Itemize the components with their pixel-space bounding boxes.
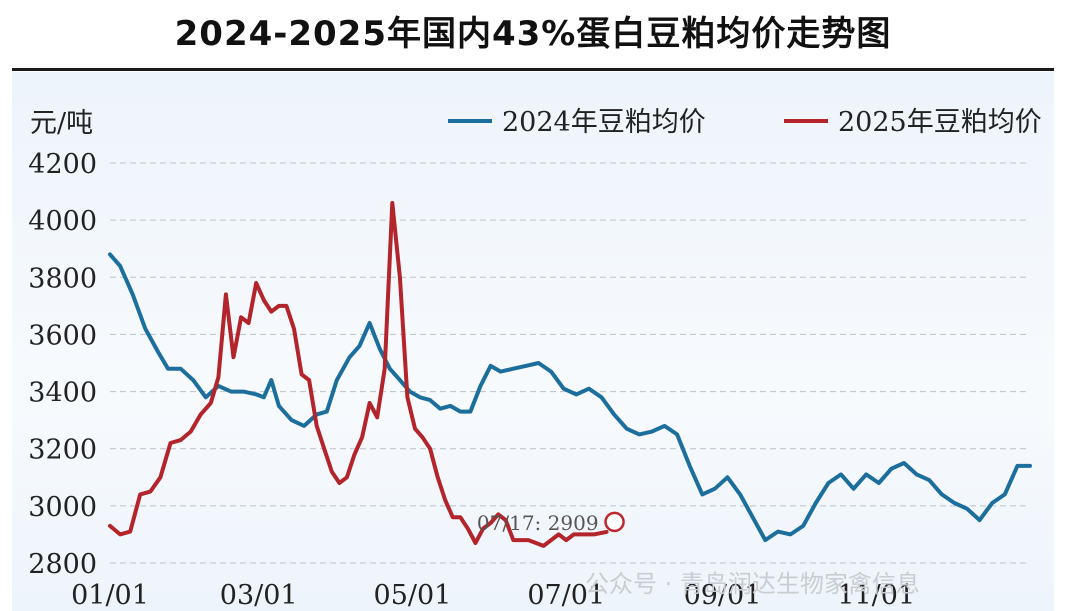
annotation-marker	[604, 511, 625, 533]
y-tick-label: 3000	[28, 492, 97, 523]
series-line-1	[108, 252, 1032, 543]
y-tick-label: 2800	[28, 549, 97, 580]
y-tick-label: 3200	[28, 435, 97, 466]
legend: 2024年豆粕均价 2025年豆粕均价	[448, 107, 1042, 138]
annotation: 07/17: 2909	[477, 511, 625, 535]
y-tick-label: 3800	[28, 263, 97, 294]
y-axis-label: 元/吨	[30, 108, 93, 139]
x-tick-label: 11/01	[837, 580, 915, 611]
y-axis-ticks: 2800 3000 3200 3400 3600 3800 4000 4200	[28, 149, 97, 580]
title-divider	[12, 68, 1054, 71]
x-axis-ticks: 01/01 03/01 05/01 07/01 09/01 11/01	[71, 580, 915, 611]
x-tick-label: 07/01	[527, 580, 605, 611]
y-tick-label: 4000	[28, 206, 97, 237]
watermark: 公众号 · 青岛润达生物家禽信息	[585, 570, 920, 598]
y-tick-label: 3600	[28, 320, 97, 351]
grid-lines	[110, 162, 1030, 564]
x-tick-label: 03/01	[220, 580, 298, 611]
annotation-label: 07/17: 2909	[477, 511, 599, 535]
chart-title: 2024-2025年国内43%蛋白豆粕均价走势图	[174, 14, 892, 54]
series-lines	[108, 201, 1032, 548]
x-tick-label: 09/01	[684, 580, 762, 611]
x-tick-label: 05/01	[374, 580, 452, 611]
y-tick-label: 4200	[28, 149, 97, 180]
y-tick-label: 3400	[28, 378, 97, 409]
series-line-2	[108, 201, 609, 548]
legend-label-1: 2024年豆粕均价	[502, 107, 706, 138]
legend-label-2: 2025年豆粕均价	[838, 107, 1042, 138]
x-tick-label: 01/01	[71, 580, 149, 611]
plot-background	[12, 72, 1054, 611]
